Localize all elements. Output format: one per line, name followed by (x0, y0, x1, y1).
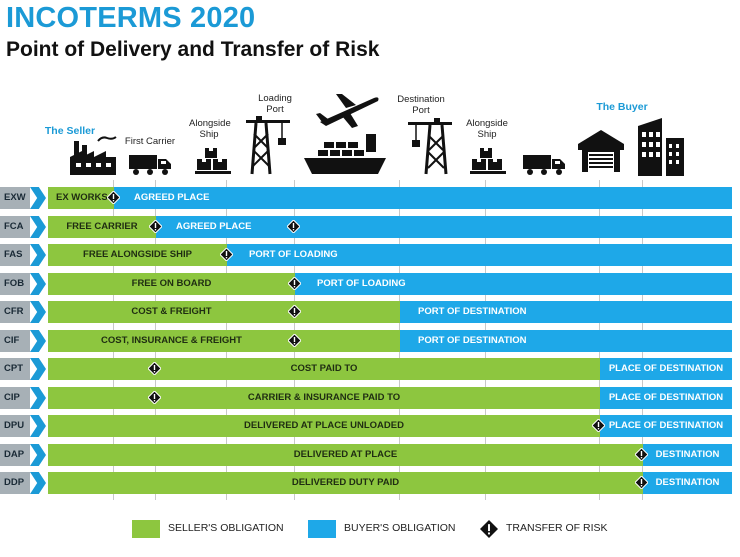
alongside-ship-label-2: Alongside Ship (466, 118, 508, 140)
first-carrier-label: First Carrier (124, 136, 176, 147)
factory-icon (70, 136, 117, 175)
row-cfr: CFR COST & FREIGHT PORT OF DESTINATION (0, 301, 740, 323)
risk-transfer-icon (635, 476, 648, 489)
chevron-icon (30, 244, 46, 266)
row-code: FCA (0, 216, 30, 238)
row-fob: FOB FREE ON BOARD PORT OF LOADING (0, 273, 740, 295)
legend: SELLER'S OBLIGATION BUYER'S OBLIGATION T… (0, 518, 740, 538)
row-ddp: DDP DELIVERED DUTY PAID DESTINATION (0, 472, 740, 494)
chevron-icon (30, 444, 46, 466)
buildings-icon (638, 118, 684, 176)
row-code: FAS (0, 244, 30, 266)
buyer-obligation: PLACE OF DESTINATION (600, 415, 732, 437)
buyer-obligation: PORT OF LOADING (227, 244, 732, 266)
risk-transfer-icon (635, 448, 648, 461)
destination-port-label: Destination Port (397, 94, 445, 116)
seller-obligation: FREE ALONGSIDE SHIP (48, 244, 227, 266)
alongside-ship-label-1: Alongside Ship (189, 118, 231, 140)
risk-transfer-icon (107, 191, 120, 204)
row-code: FOB (0, 273, 30, 295)
truck-icon (129, 155, 171, 175)
seller-obligation: EX WORKS (48, 187, 114, 209)
legend-buyer-swatch (308, 520, 336, 538)
seller-obligation: DELIVERED DUTY PAID (48, 472, 643, 494)
risk-transfer-icon (220, 248, 233, 261)
seller-obligation: FREE CARRIER (48, 216, 156, 238)
risk-transfer-icon (288, 277, 301, 290)
risk-transfer-icon (480, 520, 498, 538)
legend-seller-text: SELLER'S OBLIGATION (168, 522, 284, 534)
row-dpu: DPU DELIVERED AT PLACE UNLOADED PLACE OF… (0, 415, 740, 437)
row-code: CFR (0, 301, 30, 323)
row-code: DAP (0, 444, 30, 466)
buyer-obligation: PORT OF LOADING (295, 273, 732, 295)
seller-obligation: FREE ON BOARD (48, 273, 295, 295)
row-exw: EXW EX WORKS AGREED PLACE (0, 187, 740, 209)
risk-transfer-icon (288, 334, 301, 347)
seller-obligation: COST, INSURANCE & FREIGHT (48, 330, 400, 352)
buyer-obligation: PLACE OF DESTINATION (600, 358, 732, 380)
seller-obligation: CARRIER & INSURANCE PAID TO (48, 387, 600, 409)
buyer-obligation: AGREED PLACE (156, 216, 732, 238)
risk-transfer-icon (148, 362, 161, 375)
row-code: CIF (0, 330, 30, 352)
chevron-icon (30, 415, 46, 437)
row-fas: FAS FREE ALONGSIDE SHIP PORT OF LOADING (0, 244, 740, 266)
row-cip: CIP CARRIER & INSURANCE PAID TO PLACE OF… (0, 387, 740, 409)
seller-obligation: DELIVERED AT PLACE UNLOADED (48, 415, 600, 437)
page-subtitle: Point of Delivery and Transfer of Risk (6, 38, 380, 61)
risk-transfer-icon (592, 419, 605, 432)
chevron-icon (30, 358, 46, 380)
buyer-label-text: AGREED PLACE (176, 221, 252, 232)
loading-port-label: Loading Port (258, 93, 292, 115)
airplane-icon (316, 94, 379, 128)
chevron-icon (30, 472, 46, 494)
chevron-icon (30, 273, 46, 295)
row-code: EXW (0, 187, 30, 209)
row-cif: CIF COST, INSURANCE & FREIGHT PORT OF DE… (0, 330, 740, 352)
page-title: INCOTERMS 2020 (6, 2, 256, 34)
boxes-icon (470, 148, 506, 174)
buyer-obligation: PORT OF DESTINATION (400, 301, 732, 323)
row-code: DDP (0, 472, 30, 494)
legend-seller-swatch (132, 520, 160, 538)
seller-label: The Seller (44, 125, 96, 137)
row-code: CPT (0, 358, 30, 380)
chevron-icon (30, 216, 46, 238)
buyer-obligation: PLACE OF DESTINATION (600, 387, 732, 409)
legend-risk-text: TRANSFER OF RISK (506, 522, 608, 534)
seller-label-text: COST & FREIGHT (131, 306, 212, 317)
buyer-obligation: DESTINATION (643, 472, 732, 494)
risk-transfer-icon (148, 391, 161, 404)
buyer-obligation: AGREED PLACE (114, 187, 732, 209)
crane-icon (408, 118, 452, 175)
row-code: CIP (0, 387, 30, 409)
chevron-icon (30, 301, 46, 323)
truck-icon (523, 155, 565, 175)
row-code: DPU (0, 415, 30, 437)
legend-buyer-text: BUYER'S OBLIGATION (344, 522, 456, 534)
risk-transfer-icon (149, 220, 162, 233)
row-fca: FCA FREE CARRIER AGREED PLACE (0, 216, 740, 238)
buyer-obligation: DESTINATION (643, 444, 732, 466)
seller-obligation: COST PAID TO (48, 358, 600, 380)
seller-obligation: COST & FREIGHT (48, 301, 400, 323)
row-dap: DAP DELIVERED AT PLACE DESTINATION (0, 444, 740, 466)
row-cpt: CPT COST PAID TO PLACE OF DESTINATION (0, 358, 740, 380)
chevron-icon (30, 330, 46, 352)
ship-icon (304, 134, 386, 174)
seller-label-text: COST, INSURANCE & FREIGHT (101, 335, 242, 346)
boxes-icon (195, 148, 231, 174)
chevron-icon (30, 387, 46, 409)
warehouse-icon (578, 130, 624, 172)
risk-transfer-icon (288, 305, 301, 318)
risk-transfer-icon (287, 220, 300, 233)
seller-obligation: DELIVERED AT PLACE (48, 444, 643, 466)
buyer-label: The Buyer (596, 101, 648, 113)
buyer-obligation: PORT OF DESTINATION (400, 330, 732, 352)
chevron-icon (30, 187, 46, 209)
crane-icon (246, 116, 290, 175)
